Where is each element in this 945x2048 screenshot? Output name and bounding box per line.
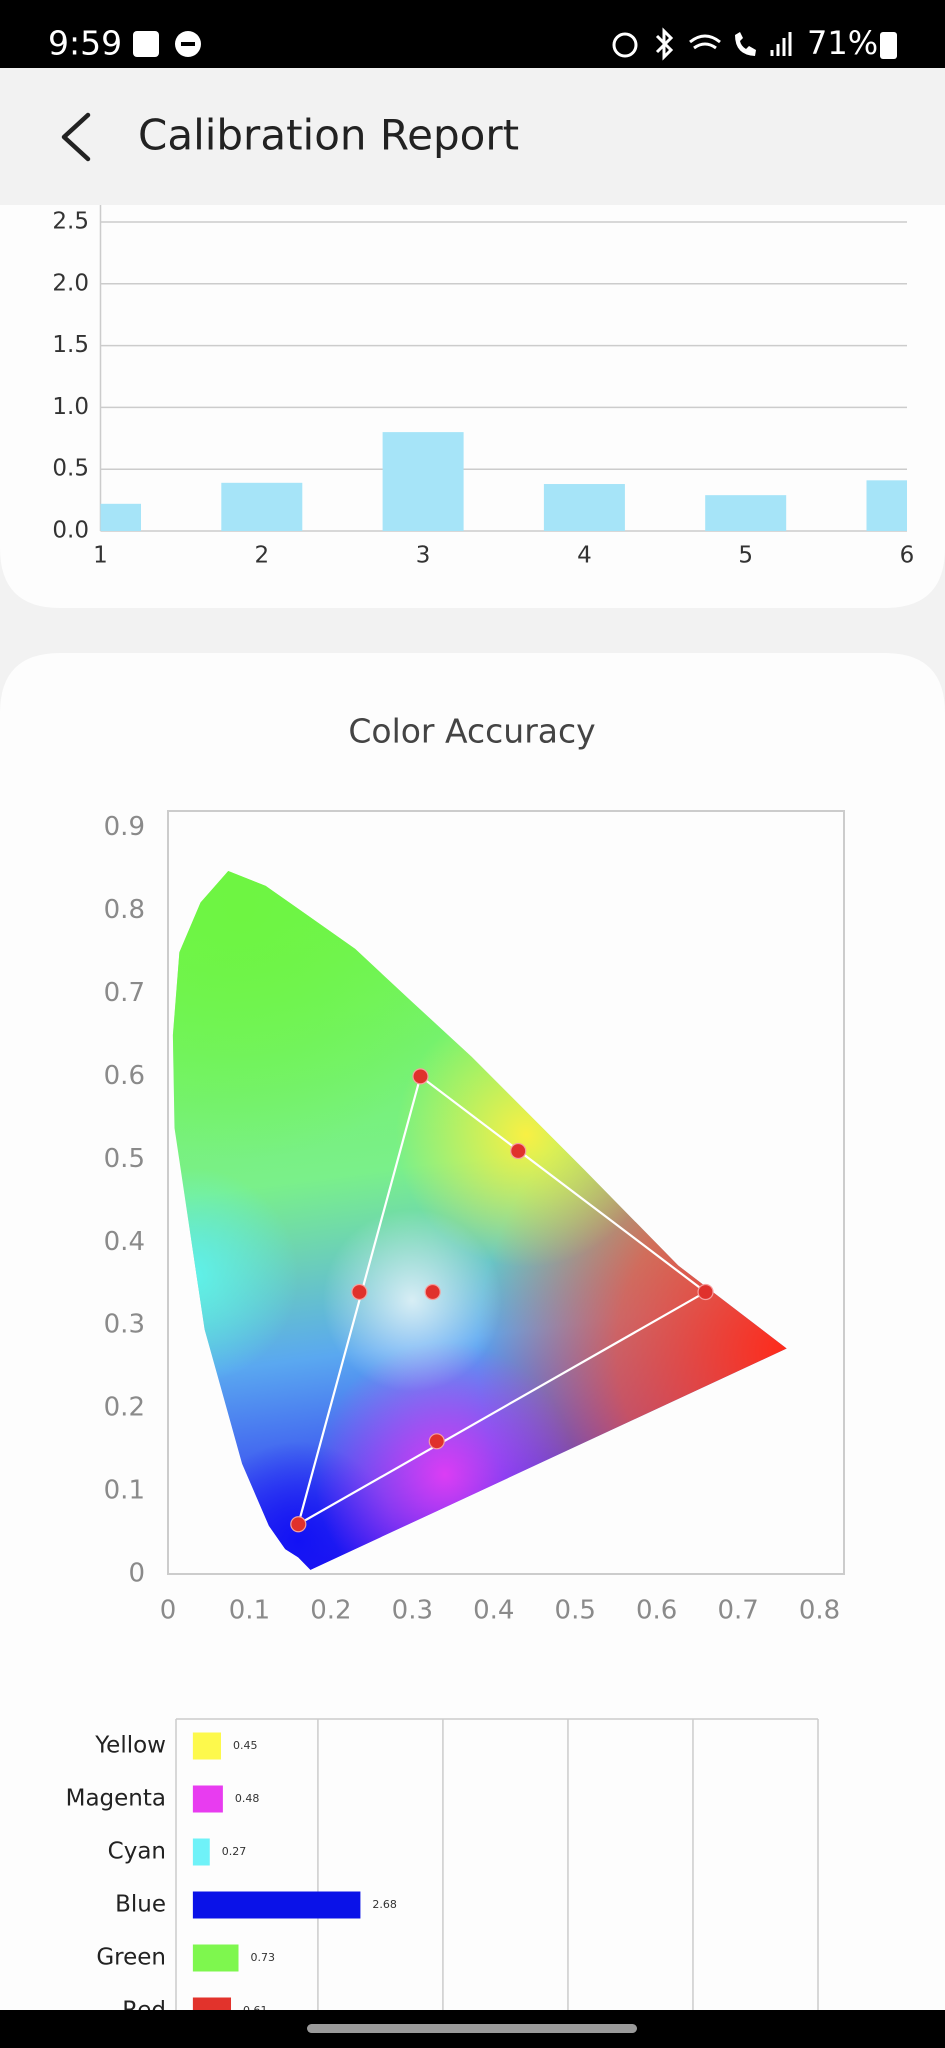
signal-icon bbox=[770, 32, 792, 56]
y-tick-label: 1.5 bbox=[52, 332, 89, 358]
y-tick-label: 0.3 bbox=[104, 1310, 145, 1340]
gamut-triangle bbox=[296, 1074, 708, 1527]
y-tick-label: 1.0 bbox=[52, 394, 89, 420]
y-tick-label: 2.0 bbox=[52, 270, 89, 296]
category-label: Blue bbox=[115, 1892, 166, 1918]
y-tick-label: 0.2 bbox=[104, 1393, 145, 1423]
value-label: 2.68 bbox=[372, 1898, 397, 1911]
value-label: 0.27 bbox=[222, 1845, 247, 1858]
bar bbox=[866, 480, 907, 531]
home-handle[interactable] bbox=[307, 2024, 637, 2033]
bar bbox=[192, 1891, 361, 1919]
x-tick-label: 4 bbox=[577, 543, 592, 569]
x-tick-label: 3 bbox=[416, 543, 431, 569]
app-bar bbox=[0, 68, 945, 205]
x-tick-label: 0.1 bbox=[229, 1596, 270, 1626]
bar bbox=[192, 1785, 223, 1813]
measurement-point bbox=[290, 1516, 307, 1533]
wifi-icon bbox=[689, 34, 721, 50]
bluetooth-icon bbox=[655, 27, 674, 61]
y-tick-label: 0.6 bbox=[104, 1061, 145, 1091]
value-label: 0.45 bbox=[233, 1739, 258, 1752]
measurement-point bbox=[428, 1433, 445, 1450]
y-tick-label: 2.5 bbox=[52, 209, 89, 235]
bar bbox=[192, 1944, 239, 1972]
y-tick-label: 0.1 bbox=[104, 1476, 145, 1506]
y-tick-label: 0.4 bbox=[104, 1227, 145, 1257]
x-tick-label: 0.2 bbox=[310, 1596, 351, 1626]
x-tick-label: 1 bbox=[93, 543, 108, 569]
bars bbox=[100, 432, 907, 531]
measurement-point bbox=[697, 1283, 714, 1301]
x-tick-label: 0.5 bbox=[555, 1596, 596, 1626]
card bbox=[0, 205, 945, 608]
plot-frame bbox=[167, 810, 845, 1575]
x-tick-label: 0 bbox=[160, 1596, 177, 1626]
bar bbox=[705, 495, 787, 531]
category-label: Green bbox=[96, 1945, 166, 1971]
value-label: 0.73 bbox=[251, 1951, 276, 1964]
bar bbox=[543, 484, 625, 531]
y-tick-label: 0.9 bbox=[104, 812, 145, 842]
x-tick-label: 0.6 bbox=[636, 1596, 677, 1626]
bar bbox=[382, 432, 464, 531]
value-label: 0.48 bbox=[235, 1792, 260, 1805]
measurement-point bbox=[424, 1283, 441, 1301]
y-tick-label: 0.7 bbox=[104, 978, 145, 1008]
measurement-point bbox=[412, 1068, 429, 1085]
y-tick-label: 0.5 bbox=[52, 456, 89, 482]
x-tick-label: 2 bbox=[254, 543, 269, 569]
x-tick-label: 0.8 bbox=[799, 1596, 840, 1626]
back-button[interactable] bbox=[61, 112, 91, 162]
alarm-icon bbox=[612, 32, 638, 58]
measurement-point bbox=[351, 1283, 368, 1301]
y-tick-label: 0.5 bbox=[104, 1144, 145, 1174]
dnd-bar bbox=[181, 42, 195, 46]
x-tick-label: 0.7 bbox=[717, 1596, 758, 1626]
category-label: Cyan bbox=[108, 1839, 166, 1865]
bar bbox=[221, 482, 303, 531]
chart-title: Color Accuracy bbox=[348, 712, 595, 751]
y-tick-label: 0 bbox=[128, 1559, 145, 1589]
x-tick-label: 0.3 bbox=[392, 1596, 433, 1626]
category-label: Magenta bbox=[66, 1786, 166, 1812]
status-time: 9:59 bbox=[48, 24, 122, 63]
x-tick-label: 0.4 bbox=[473, 1596, 514, 1626]
x-tick-label: 5 bbox=[738, 543, 753, 569]
y-tick-label: 0.8 bbox=[104, 895, 145, 925]
bar-chart: 0.0 0.5 1.0 1.5 2.0 2.5 1 2 3 4 5 6 bbox=[52, 205, 915, 569]
battery-level: 71% bbox=[807, 24, 878, 62]
bar bbox=[192, 1732, 222, 1760]
category-label: Yellow bbox=[94, 1733, 166, 1759]
measurement-point bbox=[510, 1142, 527, 1160]
bar bbox=[100, 503, 141, 531]
bar bbox=[192, 1838, 210, 1866]
page-title: Calibration Report bbox=[138, 111, 519, 160]
x-tick-label: 6 bbox=[900, 543, 915, 569]
gallery-icon bbox=[133, 31, 159, 57]
battery-icon bbox=[880, 32, 897, 59]
call-icon bbox=[735, 32, 756, 56]
y-tick-label: 0.0 bbox=[52, 518, 89, 544]
